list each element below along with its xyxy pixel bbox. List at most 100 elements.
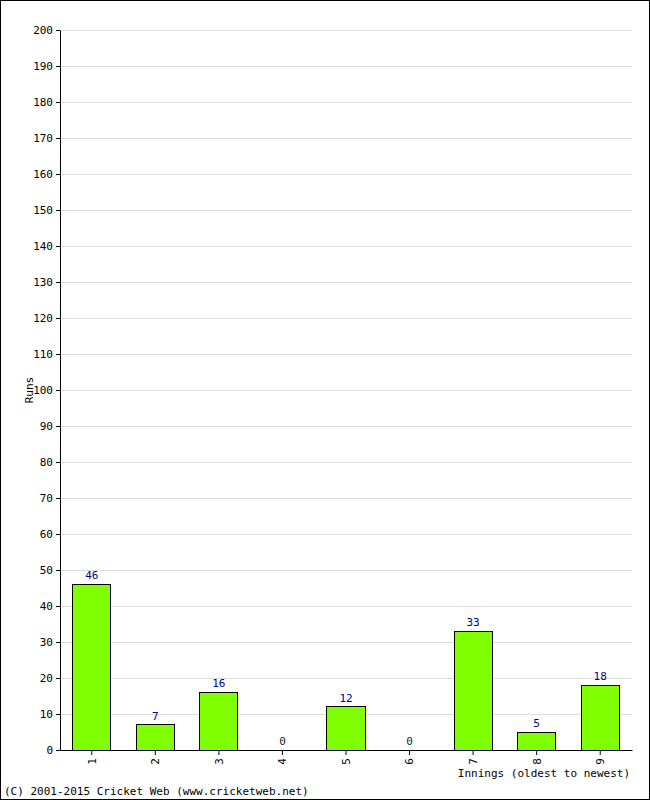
data-label: 0: [406, 735, 413, 748]
bar: [327, 707, 365, 750]
x-tick: 7: [467, 750, 480, 765]
x-tick-label: 9: [594, 758, 607, 765]
x-tick-label: 3: [213, 758, 226, 765]
y-tick: 140: [33, 240, 60, 253]
y-tick-label: 60: [40, 528, 53, 541]
data-label: 12: [339, 692, 352, 705]
grid-line: [60, 606, 632, 607]
x-tick-mark: [536, 750, 537, 755]
y-tick-mark: [56, 318, 60, 319]
x-tick: 5: [340, 750, 353, 765]
x-tick-label: 4: [276, 758, 289, 765]
x-tick-mark: [346, 750, 347, 755]
x-tick: 3: [213, 750, 226, 765]
x-tick: 6: [403, 750, 416, 765]
data-label: 0: [279, 735, 286, 748]
bar: [73, 584, 111, 750]
y-tick-label: 160: [33, 168, 53, 181]
y-axis: 0102030405060708090100110120130140150160…: [33, 24, 60, 757]
grid-line: [60, 246, 632, 247]
y-tick-mark: [56, 606, 60, 607]
bar: [518, 732, 556, 750]
data-label: 46: [85, 569, 98, 582]
grid-line: [60, 390, 632, 391]
grid: [60, 30, 632, 750]
y-tick-label: 170: [33, 132, 53, 145]
y-tick: 40: [40, 600, 60, 613]
chart: 0102030405060708090100110120130140150160…: [0, 0, 650, 800]
y-tick-mark: [56, 210, 60, 211]
frame: [1, 1, 650, 800]
y-tick: 30: [40, 636, 60, 649]
y-axis-title: Runs: [23, 377, 36, 404]
y-tick: 150: [33, 204, 60, 217]
x-tick-label: 8: [531, 758, 544, 765]
y-tick: 50: [40, 564, 60, 577]
grid-line: [60, 174, 632, 175]
y-tick: 200: [33, 24, 60, 37]
y-tick-mark: [56, 534, 60, 535]
grid-line: [60, 30, 632, 31]
y-tick-label: 120: [33, 312, 53, 325]
grid-line: [60, 498, 632, 499]
grid-line: [60, 426, 632, 427]
y-tick-label: 70: [40, 492, 53, 505]
y-tick-label: 130: [33, 276, 53, 289]
bar: [390, 750, 428, 751]
y-tick: 20: [40, 672, 60, 685]
bar: [581, 685, 619, 750]
y-tick-mark: [56, 66, 60, 67]
y-tick: 180: [33, 96, 60, 109]
y-tick-mark: [56, 390, 60, 391]
x-tick-mark: [600, 750, 601, 755]
y-tick-label: 30: [40, 636, 53, 649]
x-tick-mark: [218, 750, 219, 755]
x-axis-title: Innings (oldest to newest): [458, 767, 630, 780]
y-tick-label: 200: [33, 24, 53, 37]
data-label: 33: [466, 616, 479, 629]
y-tick-label: 180: [33, 96, 53, 109]
y-tick: 170: [33, 132, 60, 145]
y-axis-line: [60, 31, 61, 751]
y-tick: 60: [40, 528, 60, 541]
data-label: 16: [212, 677, 225, 690]
x-tick-mark: [155, 750, 156, 755]
y-tick-label: 100: [33, 384, 53, 397]
y-tick-label: 80: [40, 456, 53, 469]
x-tick: 2: [149, 750, 162, 765]
grid-line: [60, 66, 632, 67]
data-label: 18: [594, 670, 607, 683]
y-tick-label: 50: [40, 564, 53, 577]
x-tick: 8: [531, 750, 544, 765]
y-tick-label: 190: [33, 60, 53, 73]
y-tick-mark: [56, 678, 60, 679]
y-tick: 10: [40, 708, 60, 721]
y-tick-mark: [56, 750, 60, 751]
y-tick-label: 0: [46, 744, 53, 757]
grid-line: [60, 318, 632, 319]
y-tick-mark: [56, 246, 60, 247]
x-tick-label: 7: [467, 758, 480, 765]
grid-line: [60, 642, 632, 643]
y-tick-label: 20: [40, 672, 53, 685]
bar: [263, 750, 301, 751]
y-tick-mark: [56, 642, 60, 643]
x-tick-mark: [409, 750, 410, 755]
x-tick-label: 6: [403, 758, 416, 765]
grid-line: [60, 138, 632, 139]
y-tick-label: 150: [33, 204, 53, 217]
y-tick-mark: [56, 498, 60, 499]
y-tick-label: 10: [40, 708, 53, 721]
bar: [136, 725, 174, 750]
data-label: 7: [152, 710, 159, 723]
y-tick-mark: [56, 282, 60, 283]
grid-line: [60, 570, 632, 571]
grid-line: [60, 282, 632, 283]
y-tick-mark: [56, 354, 60, 355]
grid-line: [60, 354, 632, 355]
y-tick: 90: [40, 420, 60, 433]
x-tick-label: 1: [86, 758, 99, 765]
y-tick-mark: [56, 174, 60, 175]
y-tick-label: 140: [33, 240, 53, 253]
data-label: 5: [533, 717, 540, 730]
